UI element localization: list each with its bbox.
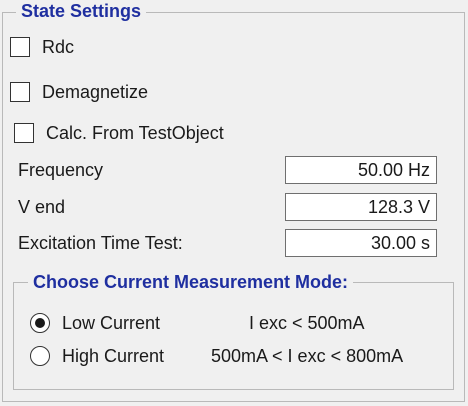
calc-from-testobject-checkbox[interactable] [14, 123, 34, 143]
excitation-time-input[interactable]: 30.00 s [285, 229, 437, 257]
demagnetize-checkbox-row[interactable]: Demagnetize [10, 79, 148, 105]
frequency-input[interactable]: 50.00 Hz [285, 156, 437, 184]
frequency-label: Frequency [18, 160, 104, 180]
current-mode-title: Choose Current Measurement Mode: [28, 271, 354, 293]
calc-from-testobject-label[interactable]: Calc. From TestObject [46, 122, 224, 143]
rdc-checkbox[interactable] [10, 37, 30, 57]
low-current-radio[interactable] [30, 313, 50, 333]
low-current-range: I exc < 500mA [249, 313, 365, 333]
excitation-time-label: Excitation Time Test: [18, 233, 183, 253]
demagnetize-checkbox[interactable] [10, 82, 30, 102]
low-current-label[interactable]: Low Current [62, 312, 161, 333]
high-current-range: 500mA < I exc < 800mA [211, 346, 404, 366]
v-end-label: V end [18, 197, 66, 217]
high-current-label[interactable]: High Current [62, 345, 165, 366]
rdc-label[interactable]: Rdc [42, 36, 75, 57]
demagnetize-label[interactable]: Demagnetize [42, 81, 149, 102]
state-settings-group [2, 12, 465, 402]
calc-from-testobject-checkbox-row[interactable]: Calc. From TestObject [14, 120, 224, 146]
rdc-checkbox-row[interactable]: Rdc [10, 34, 74, 60]
current-mode-group: Choose Current Measurement Mode: Low Cur… [13, 271, 454, 390]
high-current-radio[interactable] [30, 346, 50, 366]
v-end-input[interactable]: 128.3 V [285, 193, 437, 221]
state-settings-title: State Settings [16, 0, 147, 22]
high-current-option[interactable]: High Current [30, 343, 164, 369]
low-current-option[interactable]: Low Current [30, 310, 160, 336]
